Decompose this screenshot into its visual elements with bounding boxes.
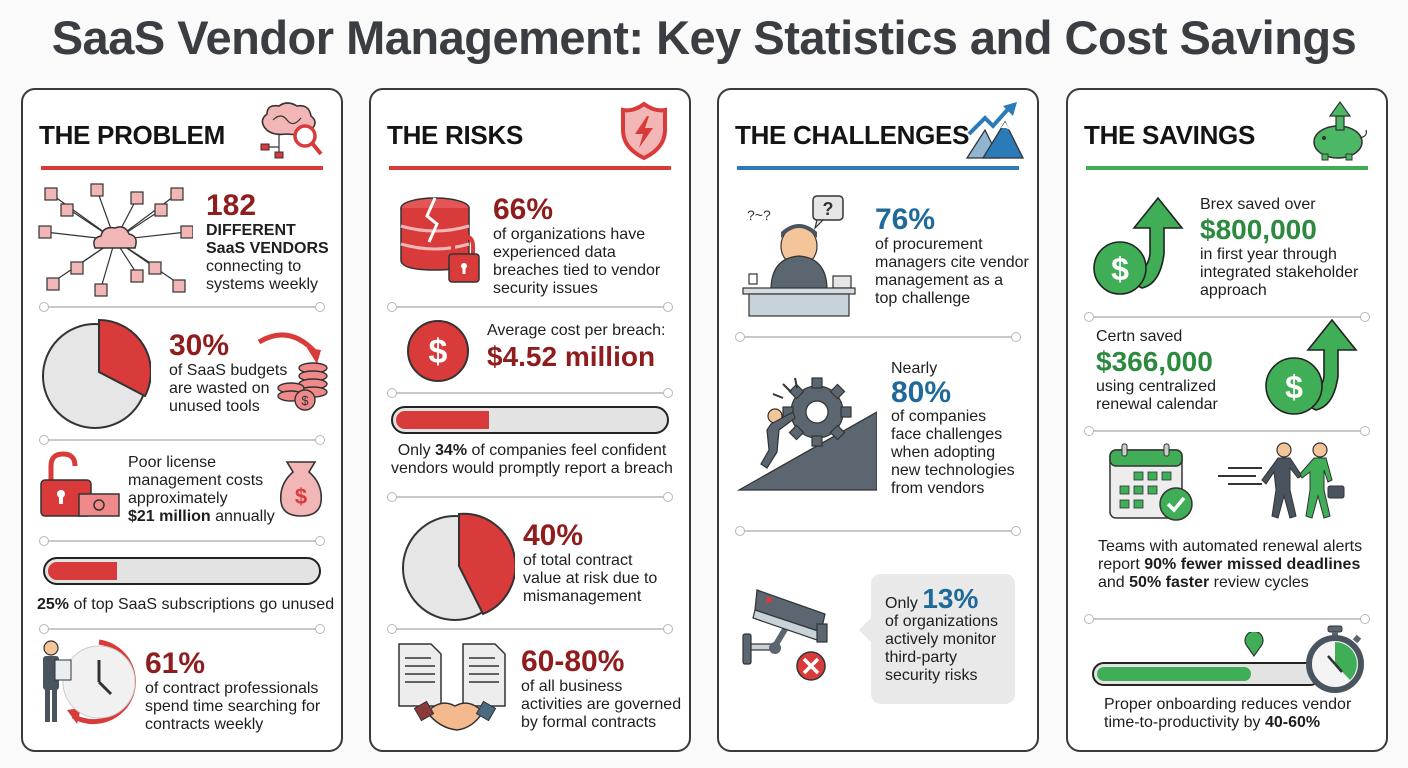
separator [39, 536, 325, 546]
separator [1084, 426, 1370, 436]
piggy-bank-icon [1310, 100, 1370, 162]
calendar-check-icon [1108, 442, 1198, 522]
risks-rule [389, 166, 671, 170]
stat-brex-savings: Brex saved over $800,000 in first year t… [1200, 196, 1359, 299]
risks-heading: THE RISKS [387, 120, 523, 150]
stat-25-percent: 25% of top SaaS subscriptions go unused [37, 596, 335, 613]
savings-rule [1086, 166, 1368, 170]
bar-fill [396, 411, 490, 429]
stat-182-vendors: 182 DIFFERENT SaaS VENDORS connecting to… [206, 189, 329, 294]
person-clock-icon [37, 638, 137, 728]
unused-subscriptions-bar [43, 557, 321, 585]
svg-text:$: $ [1111, 251, 1129, 287]
onboarding-progress-bar [1092, 662, 1322, 686]
growing-dollar-icon: $ [1264, 316, 1368, 418]
mountain-trend-icon [965, 100, 1025, 162]
vendor-network-icon [37, 182, 193, 300]
stat-66-percent: 66% of organizations have experienced da… [493, 193, 661, 298]
stopwatch-icon [1304, 624, 1368, 694]
speech-bubble [859, 574, 1015, 704]
separator [735, 526, 1021, 536]
svg-text:$: $ [301, 393, 309, 408]
svg-text:$: $ [1285, 369, 1303, 405]
bar-fill [1097, 667, 1251, 681]
problem-card: THE PROBLEM [21, 88, 343, 752]
stat-40-percent: 40% of total contract value at risk due … [523, 519, 658, 606]
contracts-handshake-icon [397, 642, 513, 736]
savings-heading: THE SAVINGS [1084, 120, 1256, 150]
stat-34-percent: Only 34% of companies feel confident ven… [391, 442, 673, 477]
svg-text:?: ? [823, 199, 834, 219]
stat-30-percent: 30% of SaaS budgets are wasted on unused… [169, 329, 288, 416]
separator [387, 302, 673, 312]
stat-60-80-percent: 60-80% of all business activities are go… [521, 645, 682, 732]
stat-13-percent: Only 13% of organizations actively monit… [885, 583, 998, 685]
bar-fill [48, 562, 117, 580]
stat-onboarding: Proper onboarding reduces vendor time-to… [1104, 696, 1352, 731]
challenges-card: THE CHALLENGES ? ?~? 76% of procurement [717, 88, 1039, 752]
svg-text:?~?: ?~? [747, 207, 771, 223]
separator [1084, 312, 1370, 322]
pie-chart-40-icon [399, 510, 515, 622]
stat-76-percent: 76% of procurement managers cite vendor … [875, 203, 1029, 308]
stat-value: 182 [206, 189, 257, 222]
risks-card: THE RISKS 66% of organizations have expe… [369, 88, 691, 752]
svg-text:$: $ [429, 333, 448, 371]
confidence-bar [391, 406, 669, 434]
stressed-worker-icon: ? ?~? [741, 194, 857, 318]
stat-80-percent: Nearly 80% of companies face challenges … [891, 360, 1015, 497]
unlocked-money-icon [39, 450, 123, 522]
stat-breach-cost: Average cost per breach: $4.52 million [487, 322, 666, 372]
challenges-rule [737, 166, 1019, 170]
coins-arrow-icon: $ [255, 326, 331, 412]
stat-61-percent: 61% of contract professionals spend time… [145, 647, 321, 734]
separator [39, 624, 325, 634]
problem-rule [41, 166, 323, 170]
separator [39, 435, 325, 445]
breached-database-icon [397, 196, 483, 286]
separator [387, 492, 673, 502]
stat-automated-alerts: Teams with automated renewal alerts repo… [1098, 538, 1363, 591]
handshake-people-icon [1218, 438, 1358, 522]
uphill-gear-icon [737, 372, 877, 492]
security-camera-icon [741, 584, 857, 684]
page-title: SaaS Vendor Management: Key Statistics a… [51, 11, 1357, 64]
separator [387, 624, 673, 634]
dollar-coin-icon: $ [405, 318, 471, 384]
separator [39, 302, 325, 312]
stat-21-million: Poor license management costs approximat… [128, 454, 275, 525]
shield-lightning-icon [619, 100, 669, 162]
brain-search-icon [257, 100, 327, 162]
separator [1084, 614, 1370, 624]
savings-card: THE SAVINGS $ Brex saved over $800,000 i… [1066, 88, 1388, 752]
separator [735, 332, 1021, 342]
location-pin-icon [1244, 632, 1264, 658]
money-bag-icon: $ [277, 458, 325, 518]
problem-heading: THE PROBLEM [39, 120, 225, 150]
growing-dollar-icon: $ [1090, 194, 1194, 296]
separator [387, 388, 673, 398]
pie-chart-30-icon [37, 318, 151, 430]
svg-text:$: $ [295, 484, 307, 509]
challenges-heading: THE CHALLENGES [735, 120, 970, 150]
stat-certn-savings: Certn saved $366,000 using centralized r… [1096, 328, 1218, 413]
